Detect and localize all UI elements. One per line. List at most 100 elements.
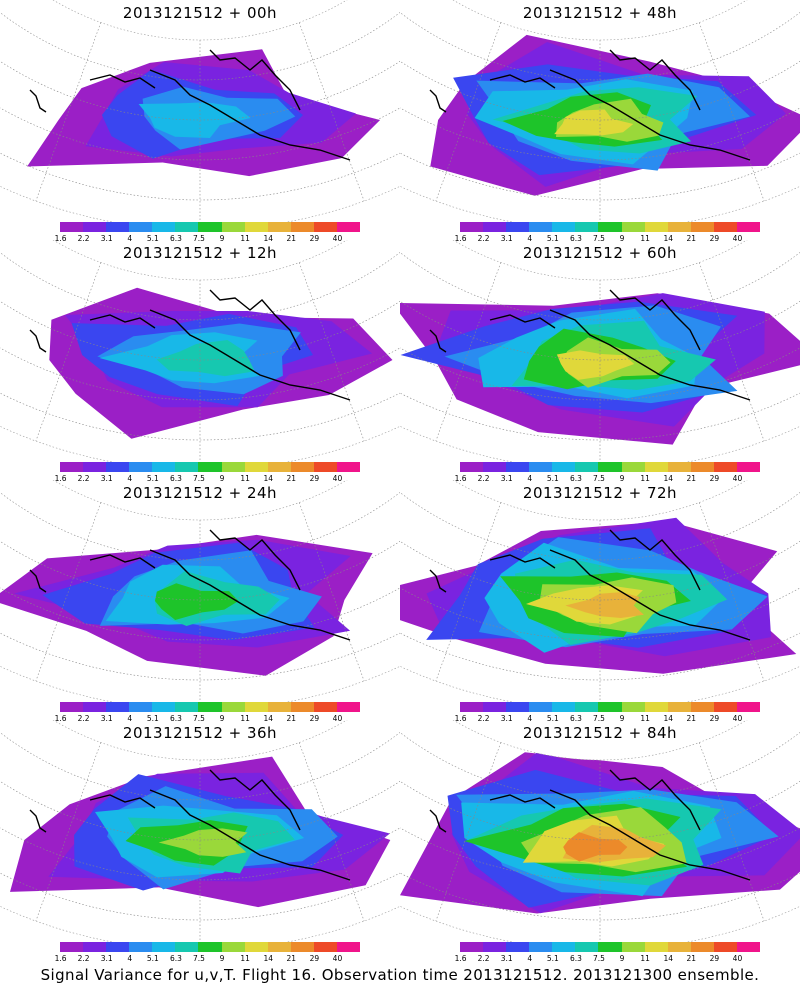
colorbar-swatch bbox=[667, 942, 691, 952]
forecast-panel: 2013121512 + 36h 1.6 2.2 3.1 4 5.1 6.3 7.5 9 11 14… bbox=[0, 720, 400, 963]
colorbar-swatch bbox=[575, 942, 599, 952]
colorbar-label: 6.3 bbox=[569, 714, 582, 723]
colorbar-swatch bbox=[644, 462, 668, 472]
colorbar-swatch bbox=[175, 942, 199, 952]
graticule bbox=[400, 0, 800, 230]
coastline bbox=[29, 769, 351, 881]
colorbar-label: 2.2 bbox=[77, 234, 90, 243]
colorbar-swatch bbox=[598, 462, 622, 472]
colorbar-label: 7.5 bbox=[593, 714, 605, 723]
forecast-panel: 2013121512 + 60h 1.6 2.2 3.1 4 5.1 6.3 7.5 9 11 14… bbox=[400, 240, 800, 483]
colorbar-swatch bbox=[483, 702, 507, 712]
colorbar-swatch bbox=[106, 942, 130, 952]
colorbar-label: 29 bbox=[709, 234, 720, 243]
colorbar-swatch bbox=[598, 702, 622, 712]
colorbar-label: 7.5 bbox=[193, 714, 205, 723]
colorbar-swatch bbox=[106, 462, 130, 472]
colorbar-swatch bbox=[667, 702, 691, 712]
colorbar-label: 40 bbox=[332, 954, 343, 963]
panel-title: 2013121512 + 00h bbox=[122, 4, 278, 22]
colorbar-label: 4 bbox=[527, 954, 533, 963]
variance-map bbox=[0, 720, 400, 951]
colorbar-labels: 1.6 2.2 3.1 4 5.1 6.3 7.5 9 11 14 21 29 40 bbox=[55, 714, 360, 724]
colorbar-swatch bbox=[129, 702, 153, 712]
panel-title: 2013121512 + 60h bbox=[522, 244, 678, 262]
colorbar-swatch bbox=[244, 942, 268, 952]
colorbar-label: 40 bbox=[332, 234, 343, 243]
colorbar-label: 40 bbox=[732, 714, 743, 723]
colorbar-label: 3.1 bbox=[500, 714, 513, 723]
colorbar-swatch bbox=[83, 222, 107, 232]
colorbar-swatch bbox=[175, 462, 199, 472]
colorbar-swatch bbox=[460, 222, 484, 232]
colorbar-labels: 1.6 2.2 3.1 4 5.1 6.3 7.5 9 11 14 21 29 40 bbox=[55, 954, 360, 964]
colorbar-swatch bbox=[575, 462, 599, 472]
colorbar-label: 7.5 bbox=[193, 234, 205, 243]
variance-map bbox=[400, 720, 800, 951]
colorbar-swatch bbox=[598, 222, 622, 232]
colorbar-swatch bbox=[336, 702, 361, 712]
domain-outline bbox=[400, 480, 800, 711]
panel-title: 2013121512 + 84h bbox=[522, 724, 678, 742]
forecast-panel: 2013121512 + 00h 1.6 2.2 3.1 4 5.1 6.3 7.5 9 11 14… bbox=[0, 0, 400, 243]
coastline bbox=[429, 769, 751, 881]
domain-outline bbox=[0, 240, 400, 471]
colorbar-swatch bbox=[60, 702, 84, 712]
colorbar-label: 7.5 bbox=[193, 954, 205, 963]
colorbar-swatch bbox=[575, 222, 599, 232]
colorbar-label: 11 bbox=[640, 474, 650, 483]
domain-outline bbox=[0, 480, 400, 711]
colorbar-label: 9 bbox=[619, 714, 625, 723]
contour-band bbox=[556, 350, 635, 380]
colorbar-swatch bbox=[621, 702, 645, 712]
colorbar-label: 11 bbox=[240, 234, 250, 243]
colorbar-label: 40 bbox=[332, 714, 343, 723]
graticule bbox=[0, 240, 400, 470]
coastline bbox=[429, 529, 751, 641]
colorbar-swatch bbox=[690, 702, 714, 712]
colorbar-swatch bbox=[221, 222, 245, 232]
colorbar-swatch bbox=[290, 702, 314, 712]
figure-caption: Signal Variance for u,v,T. Flight 16. Ob… bbox=[40, 966, 760, 984]
colorbar-label: 4 bbox=[127, 474, 133, 483]
domain-outline bbox=[400, 240, 800, 471]
colorbar-label: 6.3 bbox=[169, 474, 182, 483]
contour-band bbox=[554, 109, 634, 136]
forecast-panel: 2013121512 + 72h 1.6 2.2 3.1 4 5.1 6.3 7.5 9 11 14… bbox=[400, 480, 800, 723]
colorbar-label: 11 bbox=[240, 474, 250, 483]
colorbar-label: 21 bbox=[686, 954, 697, 963]
colorbar-swatch bbox=[575, 702, 599, 712]
colorbar-swatch bbox=[506, 462, 530, 472]
colorbar-swatch bbox=[690, 942, 714, 952]
colorbar-swatch bbox=[152, 702, 176, 712]
variance-map bbox=[0, 240, 400, 471]
panel-title: 2013121512 + 72h bbox=[522, 484, 678, 502]
colorbar-label: 40 bbox=[332, 474, 343, 483]
colorbar-swatch bbox=[106, 702, 130, 712]
colorbar-swatch bbox=[736, 702, 761, 712]
colorbar-label: 14 bbox=[663, 954, 673, 963]
colorbar-swatch bbox=[621, 222, 645, 232]
colorbar-label: 14 bbox=[263, 474, 273, 483]
colorbar-labels: 1.6 2.2 3.1 4 5.1 6.3 7.5 9 11 14 21 29 40 bbox=[455, 714, 760, 724]
colorbar-swatch bbox=[60, 222, 84, 232]
variance-map bbox=[400, 240, 800, 471]
colorbar-swatches bbox=[60, 942, 361, 952]
colorbar-swatch bbox=[736, 462, 761, 472]
domain-outline bbox=[400, 0, 800, 231]
colorbar-label: 9 bbox=[219, 234, 225, 243]
colorbar-swatch bbox=[552, 462, 576, 472]
colorbar-label: 14 bbox=[263, 954, 273, 963]
colorbar-swatch bbox=[221, 942, 245, 952]
colorbar-label: 3.1 bbox=[500, 234, 513, 243]
contour-field bbox=[27, 49, 381, 177]
colorbar-swatch bbox=[267, 462, 291, 472]
colorbar-label: 1.6 bbox=[54, 954, 67, 963]
colorbar-swatches bbox=[460, 462, 761, 472]
colorbar-swatch bbox=[129, 462, 153, 472]
colorbar-label: 21 bbox=[686, 714, 697, 723]
variance-map bbox=[400, 0, 800, 231]
colorbar-label: 2.2 bbox=[477, 234, 490, 243]
contour-field bbox=[400, 751, 800, 914]
colorbar-swatch bbox=[290, 942, 314, 952]
